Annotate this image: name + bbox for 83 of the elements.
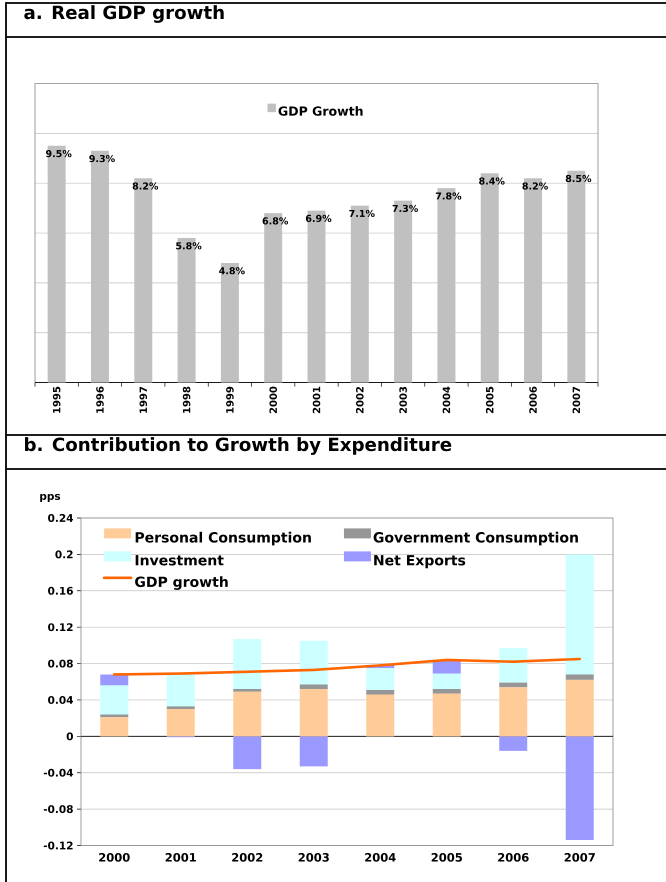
x-tick-label: 2004	[442, 386, 450, 414]
bar	[499, 682, 528, 688]
x-tick-label: 2001	[312, 386, 320, 414]
chart-title: b. Contribution to Growth by Expenditure	[25, 437, 452, 455]
bar	[499, 736, 528, 751]
x-tick-label: 1999	[226, 386, 234, 413]
bar	[300, 684, 328, 690]
data-label: 6.8%	[262, 217, 288, 224]
x-tick-label: 2005	[486, 386, 494, 414]
bar	[566, 674, 594, 680]
bar	[432, 689, 461, 694]
x-tick-label: 2003	[399, 386, 407, 414]
y-tick-label: 0.24	[48, 514, 74, 522]
y-tick-label: 0	[66, 732, 73, 740]
y-tick-label: 0.12	[48, 623, 73, 632]
bar	[233, 638, 262, 690]
bar	[300, 736, 328, 766]
x-tick-label: 2004	[365, 853, 396, 862]
x-tick-label: 1996	[96, 386, 104, 413]
x-tick-label: 2000	[99, 853, 130, 862]
bar	[100, 714, 128, 718]
x-tick-label: 2005	[432, 853, 462, 862]
y-tick-label: 0.04	[48, 696, 74, 704]
x-tick-label: 2007	[572, 386, 580, 414]
bar	[432, 694, 461, 736]
y-tick-label: 0.16	[48, 586, 73, 595]
y-tick-label: 0.08	[48, 660, 73, 668]
data-label: 4.8%	[219, 267, 245, 274]
bar	[366, 694, 394, 736]
bar	[366, 690, 394, 694]
bar	[366, 668, 394, 690]
x-tick-label: 2001	[166, 853, 196, 862]
bar	[166, 709, 195, 736]
y-axis-title: pps	[40, 494, 60, 502]
bar	[233, 736, 262, 770]
data-label: 8.2%	[522, 182, 548, 190]
data-label: 6.9%	[306, 214, 332, 222]
data-label: 7.8%	[436, 192, 462, 200]
x-tick-label: 1995	[52, 386, 60, 413]
y-tick-label: -0.12	[44, 842, 73, 850]
data-label: 8.2%	[132, 182, 158, 190]
bar	[300, 689, 328, 736]
bar	[499, 687, 528, 736]
data-label: 8.5%	[566, 174, 592, 182]
legend-label: Investment	[136, 555, 224, 566]
bar	[166, 706, 195, 710]
y-tick-label: 0.2	[55, 550, 73, 558]
bar	[166, 674, 195, 706]
bar	[499, 648, 528, 683]
bar	[233, 692, 262, 736]
data-label: 5.8%	[176, 242, 202, 250]
bar	[566, 680, 594, 736]
bar	[100, 717, 128, 736]
legend-label: Government Consumption	[374, 532, 578, 546]
data-label: 9.5%	[46, 150, 72, 158]
legend-label: Personal Consumption	[136, 532, 311, 546]
x-tick-label: 2000	[269, 386, 277, 414]
bar	[100, 674, 128, 686]
x-tick-label: 1998	[182, 386, 190, 413]
legend-label: GDP growth	[135, 576, 228, 590]
bar	[100, 685, 128, 714]
bar	[566, 554, 594, 674]
legend-label: Net Exports	[374, 555, 466, 568]
bar	[432, 660, 461, 674]
x-tick-label: 2003	[298, 853, 329, 862]
chart-title: a. Real GDP growth	[24, 5, 224, 23]
legend-label: GDP Growth	[278, 106, 363, 116]
y-tick-label: -0.08	[44, 805, 73, 814]
x-tick-label: 2006	[529, 386, 537, 414]
y-tick-label: -0.04	[44, 768, 74, 777]
x-tick-label: 2002	[356, 386, 364, 414]
data-label: 7.1%	[349, 210, 375, 218]
x-tick-label: 1997	[140, 386, 148, 413]
data-label: 7.3%	[392, 204, 418, 212]
x-tick-label: 2002	[232, 853, 262, 862]
x-tick-label: 2007	[564, 853, 595, 862]
bar	[233, 689, 262, 692]
data-label: 8.4%	[479, 177, 505, 185]
bar	[566, 736, 594, 840]
x-tick-label: 2006	[498, 853, 529, 862]
bar	[432, 674, 461, 690]
data-label: 9.3%	[89, 154, 115, 162]
bar	[300, 640, 328, 684]
